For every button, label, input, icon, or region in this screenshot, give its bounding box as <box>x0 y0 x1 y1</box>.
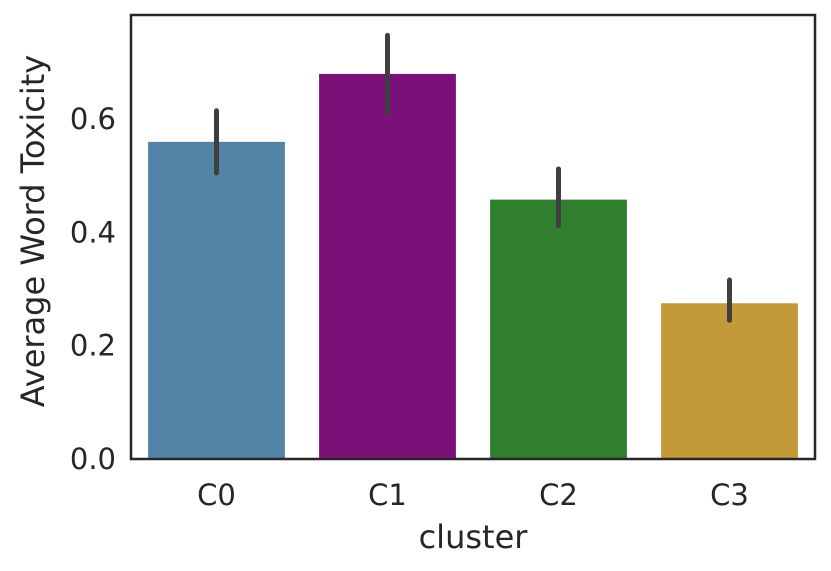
error-bars-group <box>214 32 732 323</box>
x-tick-label-c2: C2 <box>539 478 578 512</box>
bar-c0 <box>148 141 285 459</box>
bars-group <box>148 73 798 460</box>
x-tick-label-c0: C0 <box>197 478 236 512</box>
y-tick-label: 0.6 <box>70 102 116 136</box>
plot-frame <box>129 13 817 461</box>
y-axis-ticks: 0.0 0.2 0.4 0.6 <box>70 102 116 476</box>
bar-c1 <box>319 73 456 460</box>
x-tick-label-c1: C1 <box>368 478 407 512</box>
y-tick-label: 0.2 <box>70 329 116 363</box>
x-axis-label: cluster <box>419 518 529 556</box>
bar-c3 <box>661 303 798 459</box>
x-axis-ticks: C0 C1 C2 C3 <box>197 478 749 512</box>
y-axis-label: Average Word Toxicity <box>14 55 52 408</box>
x-tick-label-c3: C3 <box>710 478 749 512</box>
y-tick-label: 0.4 <box>70 215 116 249</box>
y-tick-label: 0.0 <box>70 442 116 476</box>
bar-c2 <box>490 199 627 460</box>
